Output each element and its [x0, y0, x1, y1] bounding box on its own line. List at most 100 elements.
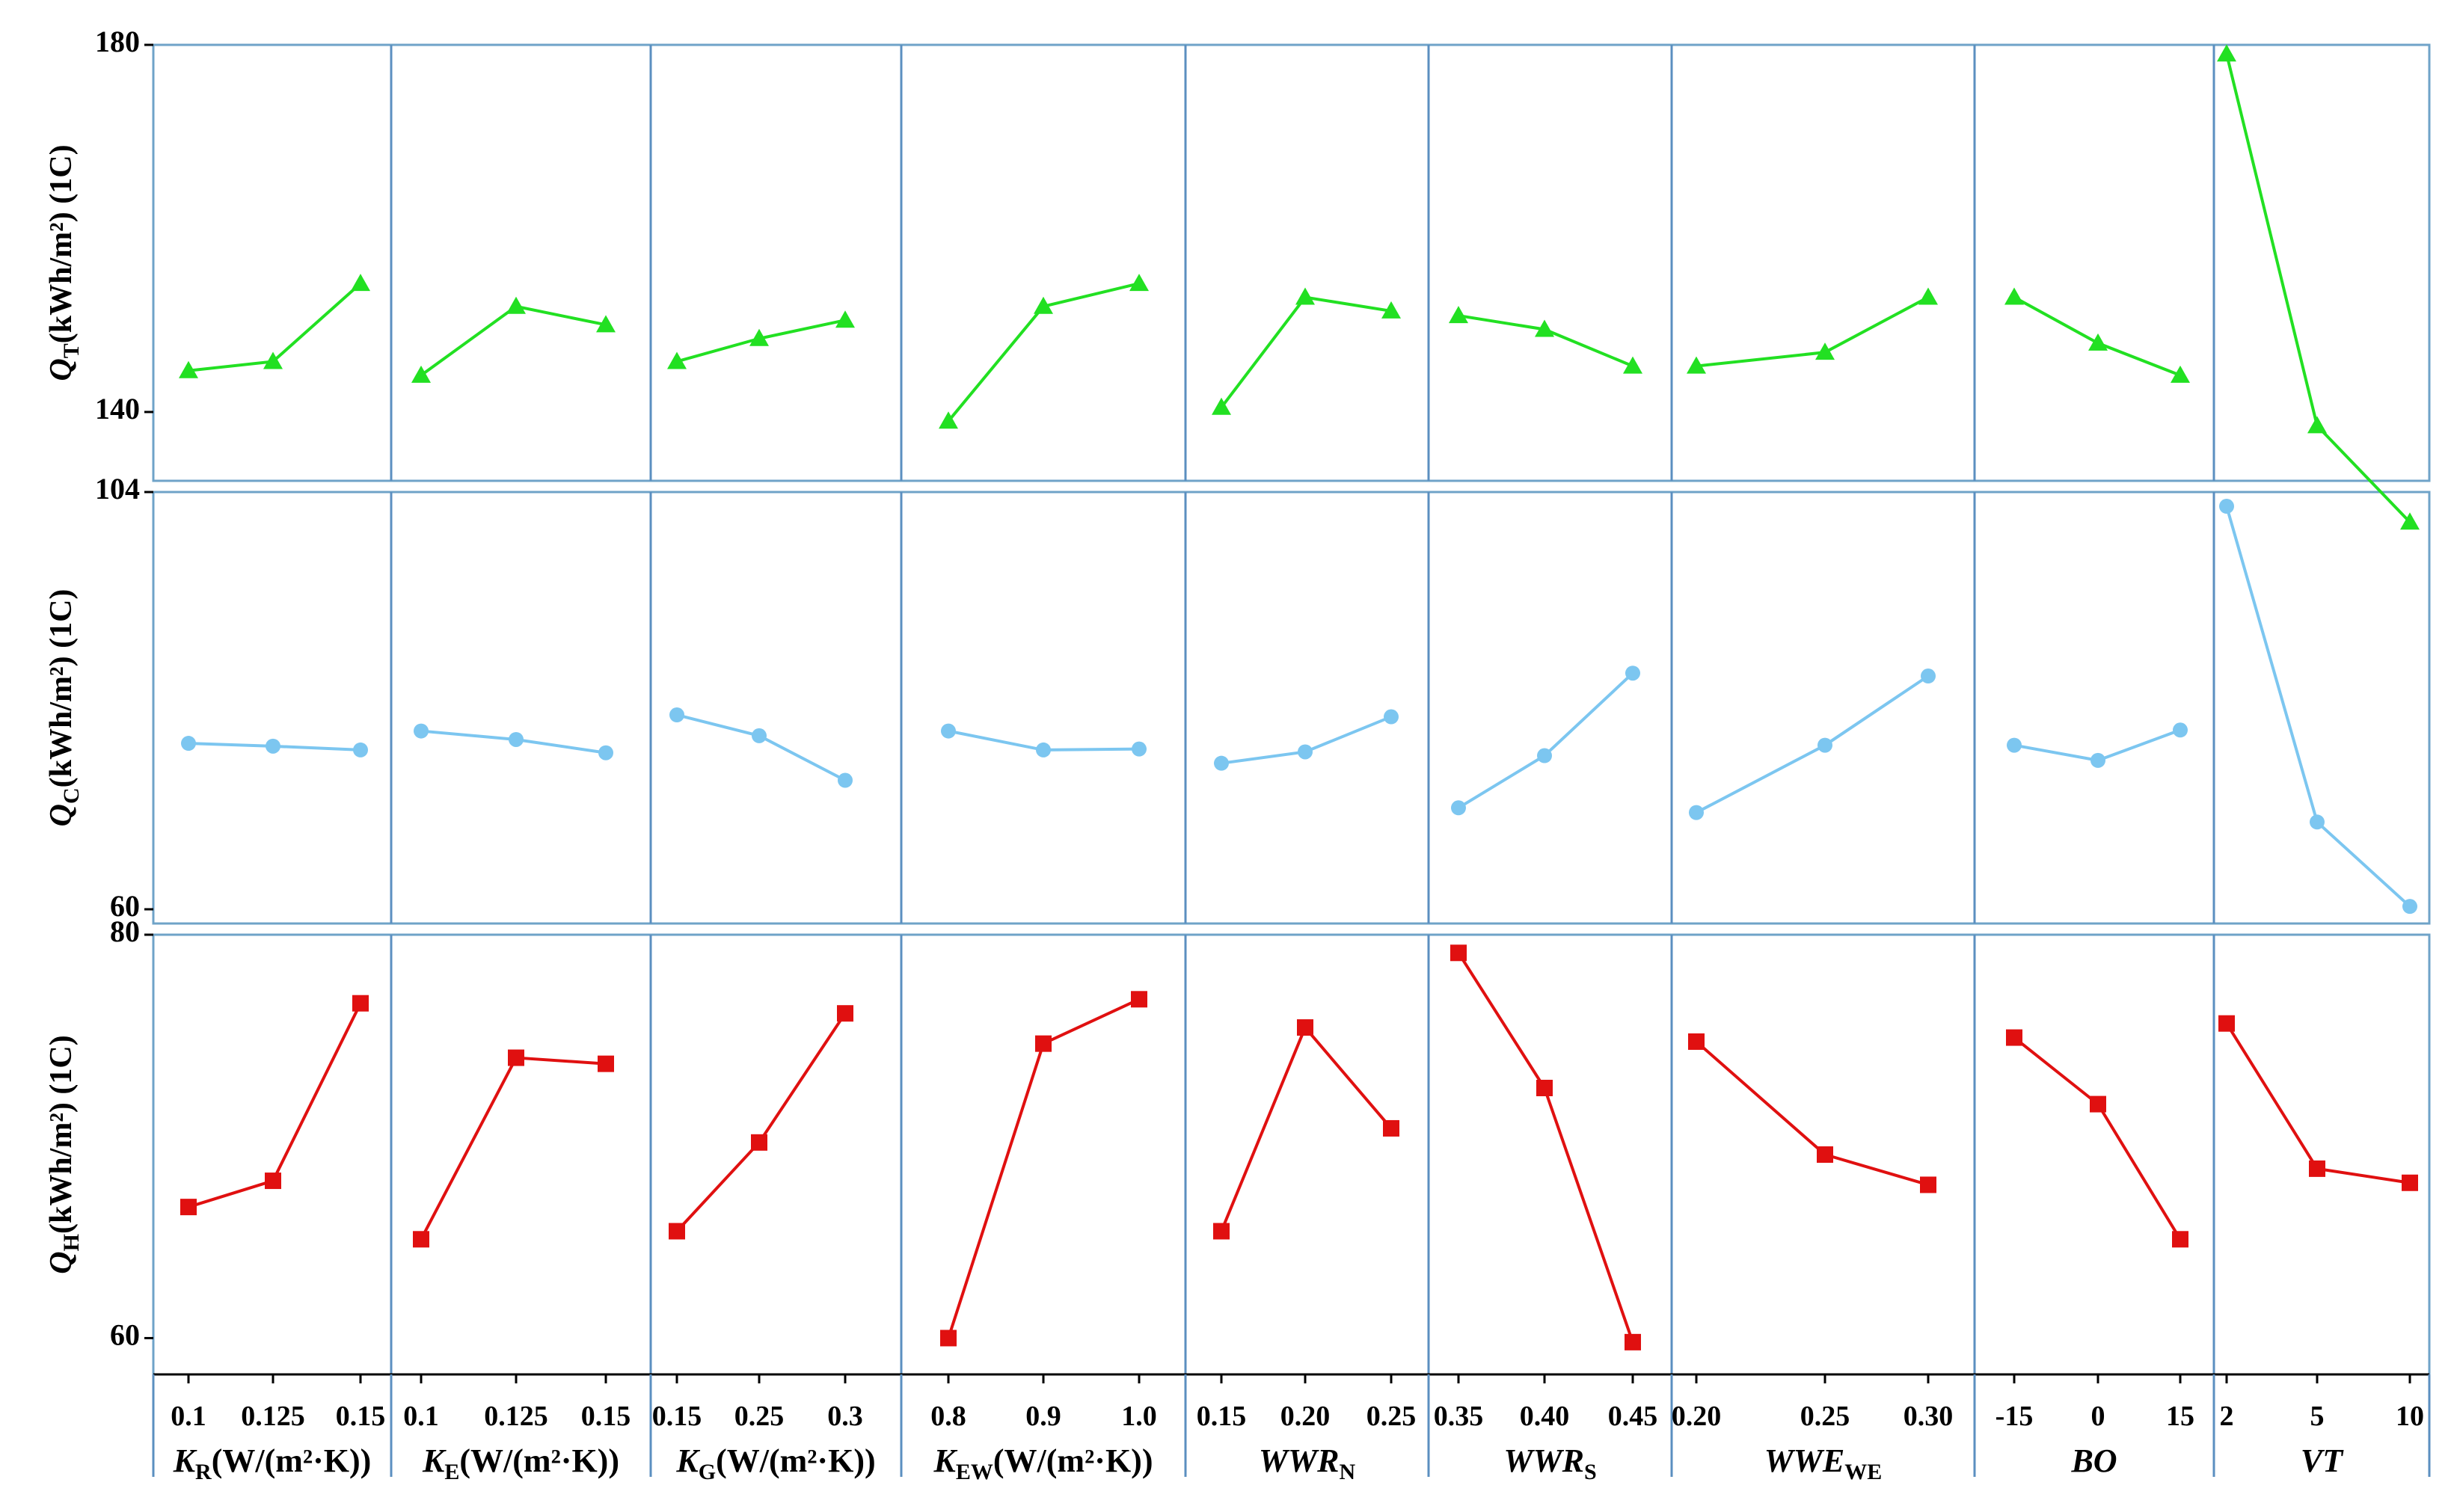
data-point-QH [837, 1005, 853, 1022]
data-point-QC [2173, 722, 2188, 738]
x-tick-label: 0.3 [827, 1401, 863, 1432]
x-tick-label: 2 [2220, 1401, 2234, 1432]
x-axis-label-symbol: VT [2301, 1442, 2344, 1479]
panel-frame-QT [152, 43, 2431, 482]
data-point-QT [749, 328, 769, 346]
data-point-QT [2217, 44, 2236, 62]
y-tick-label: 60 [110, 889, 140, 923]
y-axis-label-symbol: Q [44, 804, 79, 826]
data-point-QH [2172, 1231, 2188, 1248]
panel-frame-QC [152, 491, 2431, 925]
data-point-QT [1034, 296, 1053, 314]
data-point-QH [940, 1330, 957, 1347]
y-axis-label-unit: (kWh/m²) (1C) [44, 1035, 79, 1234]
y-tick-label: 140 [95, 392, 140, 425]
data-point-QH [2218, 1015, 2235, 1032]
data-point-QC [1537, 748, 1552, 763]
x-axis-label-symbol: WWR [1259, 1442, 1340, 1479]
data-point-QH [413, 1231, 429, 1248]
data-point-QC [1214, 755, 1229, 771]
data-point-QT [596, 315, 616, 333]
x-axis-label-subscript: R [195, 1460, 212, 1484]
data-point-QH [508, 1049, 524, 1066]
y-tick-label: 60 [110, 1318, 140, 1352]
x-axis-label-symbol: WWE [1764, 1442, 1845, 1479]
y-axis-label-QC: QC(kWh/m²) (1C) [44, 589, 84, 827]
x-axis-label-symbol: K [422, 1442, 447, 1479]
x-axis-label-factor-2: KE(W/(m²·K)) [422, 1442, 619, 1484]
data-point-QT [1687, 356, 1706, 374]
x-tick-label: 0.15 [581, 1401, 631, 1432]
x-axis-label-symbol: BO [2070, 1442, 2117, 1479]
data-point-QC [2310, 814, 2325, 830]
data-point-QT [179, 360, 198, 378]
data-point-QH [1817, 1146, 1833, 1163]
data-point-QT [411, 365, 431, 383]
data-point-QT [835, 310, 855, 328]
data-point-QH [1383, 1119, 1399, 1137]
series-line-QH-8 [2013, 1036, 2182, 1241]
x-tick-label: 5 [2310, 1401, 2325, 1432]
data-point-QC [1384, 709, 1399, 725]
x-tick-label: 0.15 [1197, 1401, 1247, 1432]
y-axis-label-QH: QH(kWh/m²) (1C) [44, 1035, 84, 1273]
series-line-QH-7 [1695, 1040, 1929, 1187]
x-tick-label: 0.9 [1025, 1401, 1061, 1432]
x-tick-label: 10 [2396, 1401, 2424, 1432]
data-point-QH [751, 1134, 767, 1151]
data-point-QT [506, 296, 526, 314]
x-tick-label: 0 [2091, 1401, 2105, 1432]
x-tick-label: 0.20 [1672, 1401, 1722, 1432]
data-point-QH [265, 1173, 281, 1190]
x-tick-label: -15 [1996, 1401, 2034, 1432]
series-line-QC-7 [1696, 674, 1930, 814]
series-line-QT-9 [2225, 53, 2411, 523]
x-axis-label-subscript: WE [1844, 1460, 1882, 1484]
data-point-QH [1131, 991, 1147, 1008]
series-line-QT-7 [1696, 295, 1929, 368]
data-point-QH [2309, 1160, 2325, 1177]
data-point-QC [1451, 800, 1466, 816]
y-axis-label-subscript: C [59, 787, 84, 804]
data-point-QH [1920, 1176, 1936, 1193]
data-point-QH [2090, 1095, 2106, 1113]
y-tick-label: 80 [110, 915, 140, 948]
series-line-QH-5 [1220, 1024, 1393, 1232]
y-axis-label-subscript: H [59, 1234, 84, 1251]
data-point-QT [1535, 319, 1554, 337]
data-point-QC [669, 707, 684, 723]
series-line-QT-2 [420, 304, 607, 377]
data-point-QC [752, 728, 767, 743]
series-layer [179, 44, 2420, 1350]
x-axis-label-unit: (W/(m²·K)) [993, 1442, 1153, 1479]
data-point-QH [598, 1055, 614, 1072]
data-point-QT [939, 411, 958, 429]
x-axis-label-factor-7: WWEWE [1764, 1442, 1883, 1484]
series-line-QC-3 [676, 713, 846, 782]
x-axis-label-subscript: N [1339, 1460, 1355, 1484]
data-point-QC [1036, 742, 1051, 757]
data-point-QH [1450, 944, 1467, 962]
x-axis-label-factor-8: BO [2070, 1442, 2117, 1479]
data-point-QH [352, 995, 369, 1012]
x-tick-label: 1.0 [1121, 1401, 1157, 1432]
x-axis-label-symbol: WWR [1503, 1442, 1584, 1479]
data-point-QC [598, 745, 613, 760]
data-point-QC [181, 736, 196, 752]
data-point-QT [667, 351, 687, 369]
y-axis-label-QT: QT(kWh/m²) (1C) [44, 144, 84, 381]
data-point-QT [2088, 333, 2108, 351]
x-axis-label-symbol: K [933, 1442, 958, 1479]
y-axis-label-unit: (kWh/m²) (1C) [44, 144, 79, 343]
y-axis-label-symbol: Q [44, 1251, 79, 1273]
data-point-QH [1536, 1079, 1553, 1096]
data-point-QC [2007, 737, 2022, 753]
x-axis-label-subscript: S [1584, 1460, 1597, 1484]
x-tick-label: 0.125 [241, 1401, 305, 1432]
data-point-QT [2400, 512, 2420, 530]
data-point-QT [1449, 306, 1468, 324]
data-point-QT [1129, 274, 1149, 292]
data-point-QT [1212, 397, 1231, 415]
x-tick-label: 0.40 [1520, 1401, 1570, 1432]
series-line-QH-2 [420, 1056, 607, 1241]
